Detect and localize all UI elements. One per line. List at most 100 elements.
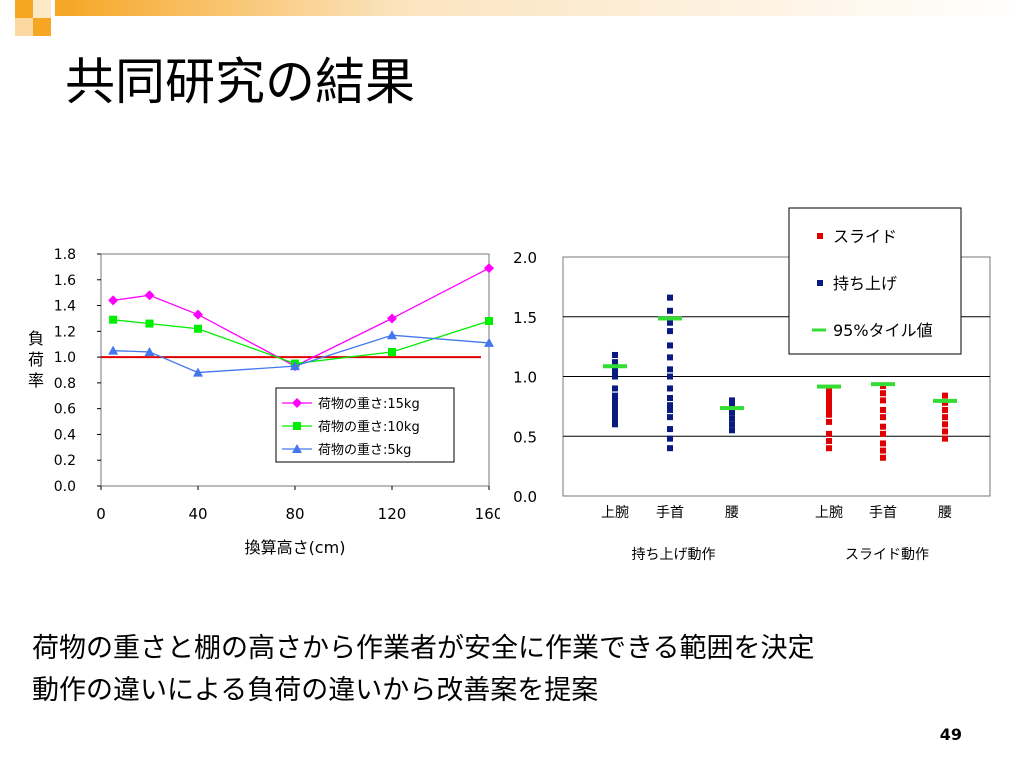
y-tick-label: 2.0 [513, 249, 537, 267]
data-point-marker [729, 421, 735, 428]
data-point-marker [485, 317, 493, 326]
data-point-marker [826, 392, 832, 399]
data-point-marker [612, 359, 618, 366]
data-point-marker [729, 427, 735, 434]
y-tick-label: 0.0 [54, 479, 76, 495]
category-label: 腰 [938, 505, 952, 521]
data-point-marker [667, 426, 673, 433]
data-point-marker [880, 454, 886, 461]
data-point-marker [826, 402, 832, 409]
data-point-marker [667, 366, 673, 373]
data-point-marker [880, 423, 886, 430]
percentile-95-marker [603, 364, 627, 369]
category-label: 上腕 [601, 505, 629, 521]
data-point-marker [612, 367, 618, 374]
data-point-marker [108, 295, 119, 306]
data-point-marker [193, 309, 203, 320]
data-point-marker [880, 447, 886, 454]
data-point-marker [729, 415, 735, 422]
data-point-marker [826, 387, 832, 394]
legend-entry-label: 95%タイル値 [833, 321, 933, 340]
y-tick-label: 0.0 [513, 488, 537, 506]
legend-swatch-marker [817, 233, 823, 239]
data-point-marker [388, 347, 396, 356]
data-point-marker [387, 313, 397, 324]
caption-line: 動作の違いによる負荷の違いから改善案を提案 [32, 675, 599, 706]
data-point-marker [880, 390, 886, 397]
legend-entry-label: 荷物の重さ:10kg [318, 419, 420, 435]
data-point-marker [826, 430, 832, 437]
data-point-marker [942, 435, 948, 442]
data-point-marker [667, 319, 673, 326]
y-tick-label: 0.8 [54, 376, 76, 392]
y-axis-label: 負荷率 [28, 329, 44, 390]
data-point-marker [667, 402, 673, 409]
data-point-marker [942, 406, 948, 413]
data-point-marker [667, 373, 673, 380]
percentile-95-marker [871, 382, 895, 387]
legend-box [275, 387, 455, 463]
percentile-95-marker [720, 406, 744, 411]
data-point-marker [667, 414, 673, 421]
data-point-marker [293, 422, 301, 430]
data-point-marker [826, 445, 832, 452]
x-tick-label: 80 [285, 505, 304, 523]
data-point-marker [193, 367, 203, 377]
data-point-marker [612, 402, 618, 409]
data-point-marker [667, 294, 673, 301]
group-label: スライド動作 [845, 547, 929, 563]
y-tick-label: 0.5 [513, 428, 537, 446]
data-point-marker [729, 409, 735, 416]
chart-legend: 荷物の重さ:15kg 荷物の重さ:10kg 荷物の重さ:5kg [275, 387, 455, 463]
x-tick-label: 120 [378, 505, 407, 523]
data-point-marker [880, 406, 886, 413]
x-tick-label: 0 [96, 505, 106, 523]
data-point-marker [292, 444, 302, 453]
x-tick-label: 40 [188, 505, 207, 523]
data-point-marker [484, 337, 494, 347]
percentile-95-marker [933, 398, 957, 403]
data-point-marker [729, 397, 735, 404]
page-title: 共同研究の結果 [65, 53, 415, 111]
data-point-marker [667, 406, 673, 413]
data-point-marker [826, 418, 832, 425]
data-point-marker [109, 315, 118, 324]
y-tick-label: 1.2 [54, 324, 76, 340]
data-point-marker [144, 290, 155, 301]
y-tick-label: 0.6 [54, 402, 76, 418]
caption-line: 荷物の重さと棚の高さから作業者が安全に作業できる範囲を決定 [32, 633, 815, 664]
data-point-marker [108, 345, 119, 355]
data-point-marker [667, 328, 673, 335]
banner-square [15, 18, 33, 36]
category-label: 上腕 [815, 505, 843, 521]
data-point-marker [612, 351, 618, 358]
data-point-marker [484, 263, 494, 274]
data-point-marker [290, 361, 300, 371]
data-point-marker [667, 354, 673, 361]
data-point-marker [612, 397, 618, 404]
data-point-marker [292, 398, 302, 408]
legend-swatch-line [812, 328, 826, 332]
data-point-marker [387, 330, 397, 340]
group-label: 持ち上げ動作 [632, 547, 716, 563]
data-point-marker [667, 435, 673, 442]
category-label: 手首 [869, 505, 897, 521]
legend-swatch-marker [817, 280, 823, 286]
y-tick-label: 1.8 [54, 247, 76, 263]
y-tick-label: 0.2 [54, 453, 76, 469]
data-point-marker [145, 319, 154, 328]
series-line [113, 334, 490, 374]
percentile-95-marker [658, 316, 682, 321]
data-point-marker [826, 397, 832, 404]
data-point-marker [612, 406, 618, 413]
legend-entry-label: 荷物の重さ:5kg [318, 442, 411, 458]
data-point-marker [667, 307, 673, 314]
data-point-marker [612, 392, 618, 399]
data-point-marker [880, 440, 886, 447]
data-point-marker [667, 342, 673, 349]
data-point-marker [194, 324, 202, 333]
y-tick-label: 1.4 [54, 299, 76, 315]
data-point-marker [667, 395, 673, 402]
x-tick-label: 160 [475, 505, 500, 523]
